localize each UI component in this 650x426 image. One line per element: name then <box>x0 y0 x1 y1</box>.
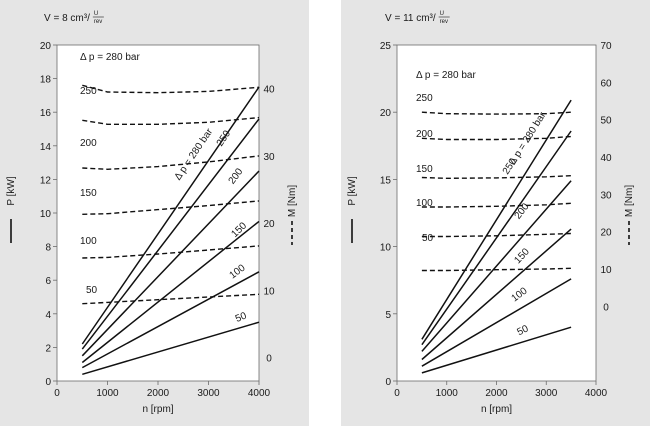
power-series-line <box>421 99 572 340</box>
power-series-line <box>421 326 572 374</box>
y-right-axis-label: M [Nm] <box>287 185 298 217</box>
x-tick-label: 0 <box>54 388 60 399</box>
y-left-tick-label: 12 <box>40 175 52 186</box>
torque-series-line <box>82 200 260 215</box>
torque-series-label: 200 <box>416 129 433 140</box>
y-left-tick-label: 8 <box>45 243 51 254</box>
power-series-line <box>421 180 572 352</box>
y-left-tick-label: 20 <box>380 108 392 119</box>
y-right-axis-label: M [Nm] <box>624 185 635 217</box>
torque-series-line <box>421 175 572 180</box>
y-left-tick-label: 6 <box>45 276 51 287</box>
y-right-tick-label: 20 <box>263 219 275 230</box>
power-series-line <box>81 220 260 364</box>
torque-series-label: 50 <box>422 233 434 244</box>
power-series-line <box>421 228 572 361</box>
power-series-label: 50 <box>515 323 530 338</box>
x-axis-label: n [rpm] <box>142 404 173 415</box>
y-left-axis-label: P [kW] <box>6 176 17 205</box>
torque-series-line <box>421 135 572 141</box>
torque-series-line <box>82 116 260 126</box>
y-left-tick-label: 2 <box>45 343 51 354</box>
y-left-tick-label: 18 <box>40 75 52 86</box>
torque-series-label: 200 <box>80 138 97 149</box>
y-left-axis-label: P [kW] <box>347 176 358 205</box>
torque-series-label: 100 <box>80 236 97 247</box>
y-right-tick-label: 60 <box>600 78 612 89</box>
y-left-tick-label: 10 <box>380 243 392 254</box>
torque-series-label: 150 <box>416 164 433 175</box>
x-tick-label: 0 <box>394 388 400 399</box>
y-left-tick-label: 25 <box>380 41 392 52</box>
y-right-tick-label: 40 <box>600 153 612 164</box>
torque-series-line <box>82 245 260 259</box>
y-right-tick-label: 10 <box>600 265 612 276</box>
x-tick-label: 4000 <box>248 388 271 399</box>
title-unit-numerator: U <box>94 11 98 17</box>
power-series-line <box>421 130 572 346</box>
power-series-line <box>81 170 260 357</box>
y-left-tick-label: 0 <box>385 377 391 388</box>
y-right-tick-label: 30 <box>600 190 612 201</box>
y-right-tick-label: 30 <box>263 152 275 163</box>
plot-area <box>56 44 260 382</box>
x-tick-label: 2000 <box>485 388 508 399</box>
torque-series-line <box>82 293 260 305</box>
torque-series-label: Δ p = 280 bar <box>416 70 476 81</box>
power-series-line <box>421 278 572 367</box>
title-unit-numerator: U <box>440 11 444 17</box>
y-left-tick-label: 10 <box>40 209 52 220</box>
title-unit-denominator: rev <box>94 19 102 25</box>
x-tick-label: 1000 <box>96 388 119 399</box>
torque-series-line <box>82 155 260 171</box>
torque-series-line <box>421 267 572 272</box>
torque-series-line <box>421 202 572 208</box>
y-right-tick-label: 20 <box>600 228 612 239</box>
torque-series-line <box>82 84 260 94</box>
x-tick-label: 4000 <box>585 388 608 399</box>
y-right-tick-label: 70 <box>600 41 612 52</box>
power-series-line <box>82 321 260 376</box>
y-left-tick-label: 0 <box>45 377 51 388</box>
y-right-tick-label: 10 <box>263 286 275 297</box>
y-right-tick-label: 40 <box>263 85 275 96</box>
chart-title: V = 11 cm³/ <box>385 13 436 24</box>
y-left-tick-label: 16 <box>40 108 52 119</box>
power-series-line <box>81 271 260 369</box>
torque-series-label: 150 <box>80 188 97 199</box>
x-tick-label: 3000 <box>535 388 558 399</box>
y-left-tick-label: 20 <box>40 41 52 52</box>
y-left-tick-label: 4 <box>45 310 51 321</box>
chart-title: V = 8 cm³/ <box>44 13 90 24</box>
torque-series-line <box>421 111 572 115</box>
torque-series-label: 250 <box>80 86 97 97</box>
y-left-tick-label: 14 <box>40 142 52 153</box>
x-axis-label: n [rpm] <box>481 404 512 415</box>
title-unit-denominator: rev <box>440 19 448 25</box>
y-right-tick-label: 0 <box>603 302 609 313</box>
x-tick-label: 3000 <box>197 388 220 399</box>
power-series-label: 50 <box>234 310 249 325</box>
torque-series-label: Δ p = 280 bar <box>80 52 140 63</box>
y-right-tick-label: 0 <box>266 353 272 364</box>
torque-series-line <box>421 232 572 238</box>
power-series-line <box>81 118 260 350</box>
power-series-line <box>81 86 260 345</box>
torque-series-label: 250 <box>416 93 433 104</box>
y-left-tick-label: 5 <box>385 310 391 321</box>
torque-series-label: 50 <box>86 285 98 296</box>
torque-series-label: 100 <box>416 198 433 209</box>
y-right-tick-label: 50 <box>600 116 612 127</box>
x-tick-label: 2000 <box>147 388 170 399</box>
y-left-tick-label: 15 <box>380 175 392 186</box>
x-tick-label: 1000 <box>436 388 459 399</box>
